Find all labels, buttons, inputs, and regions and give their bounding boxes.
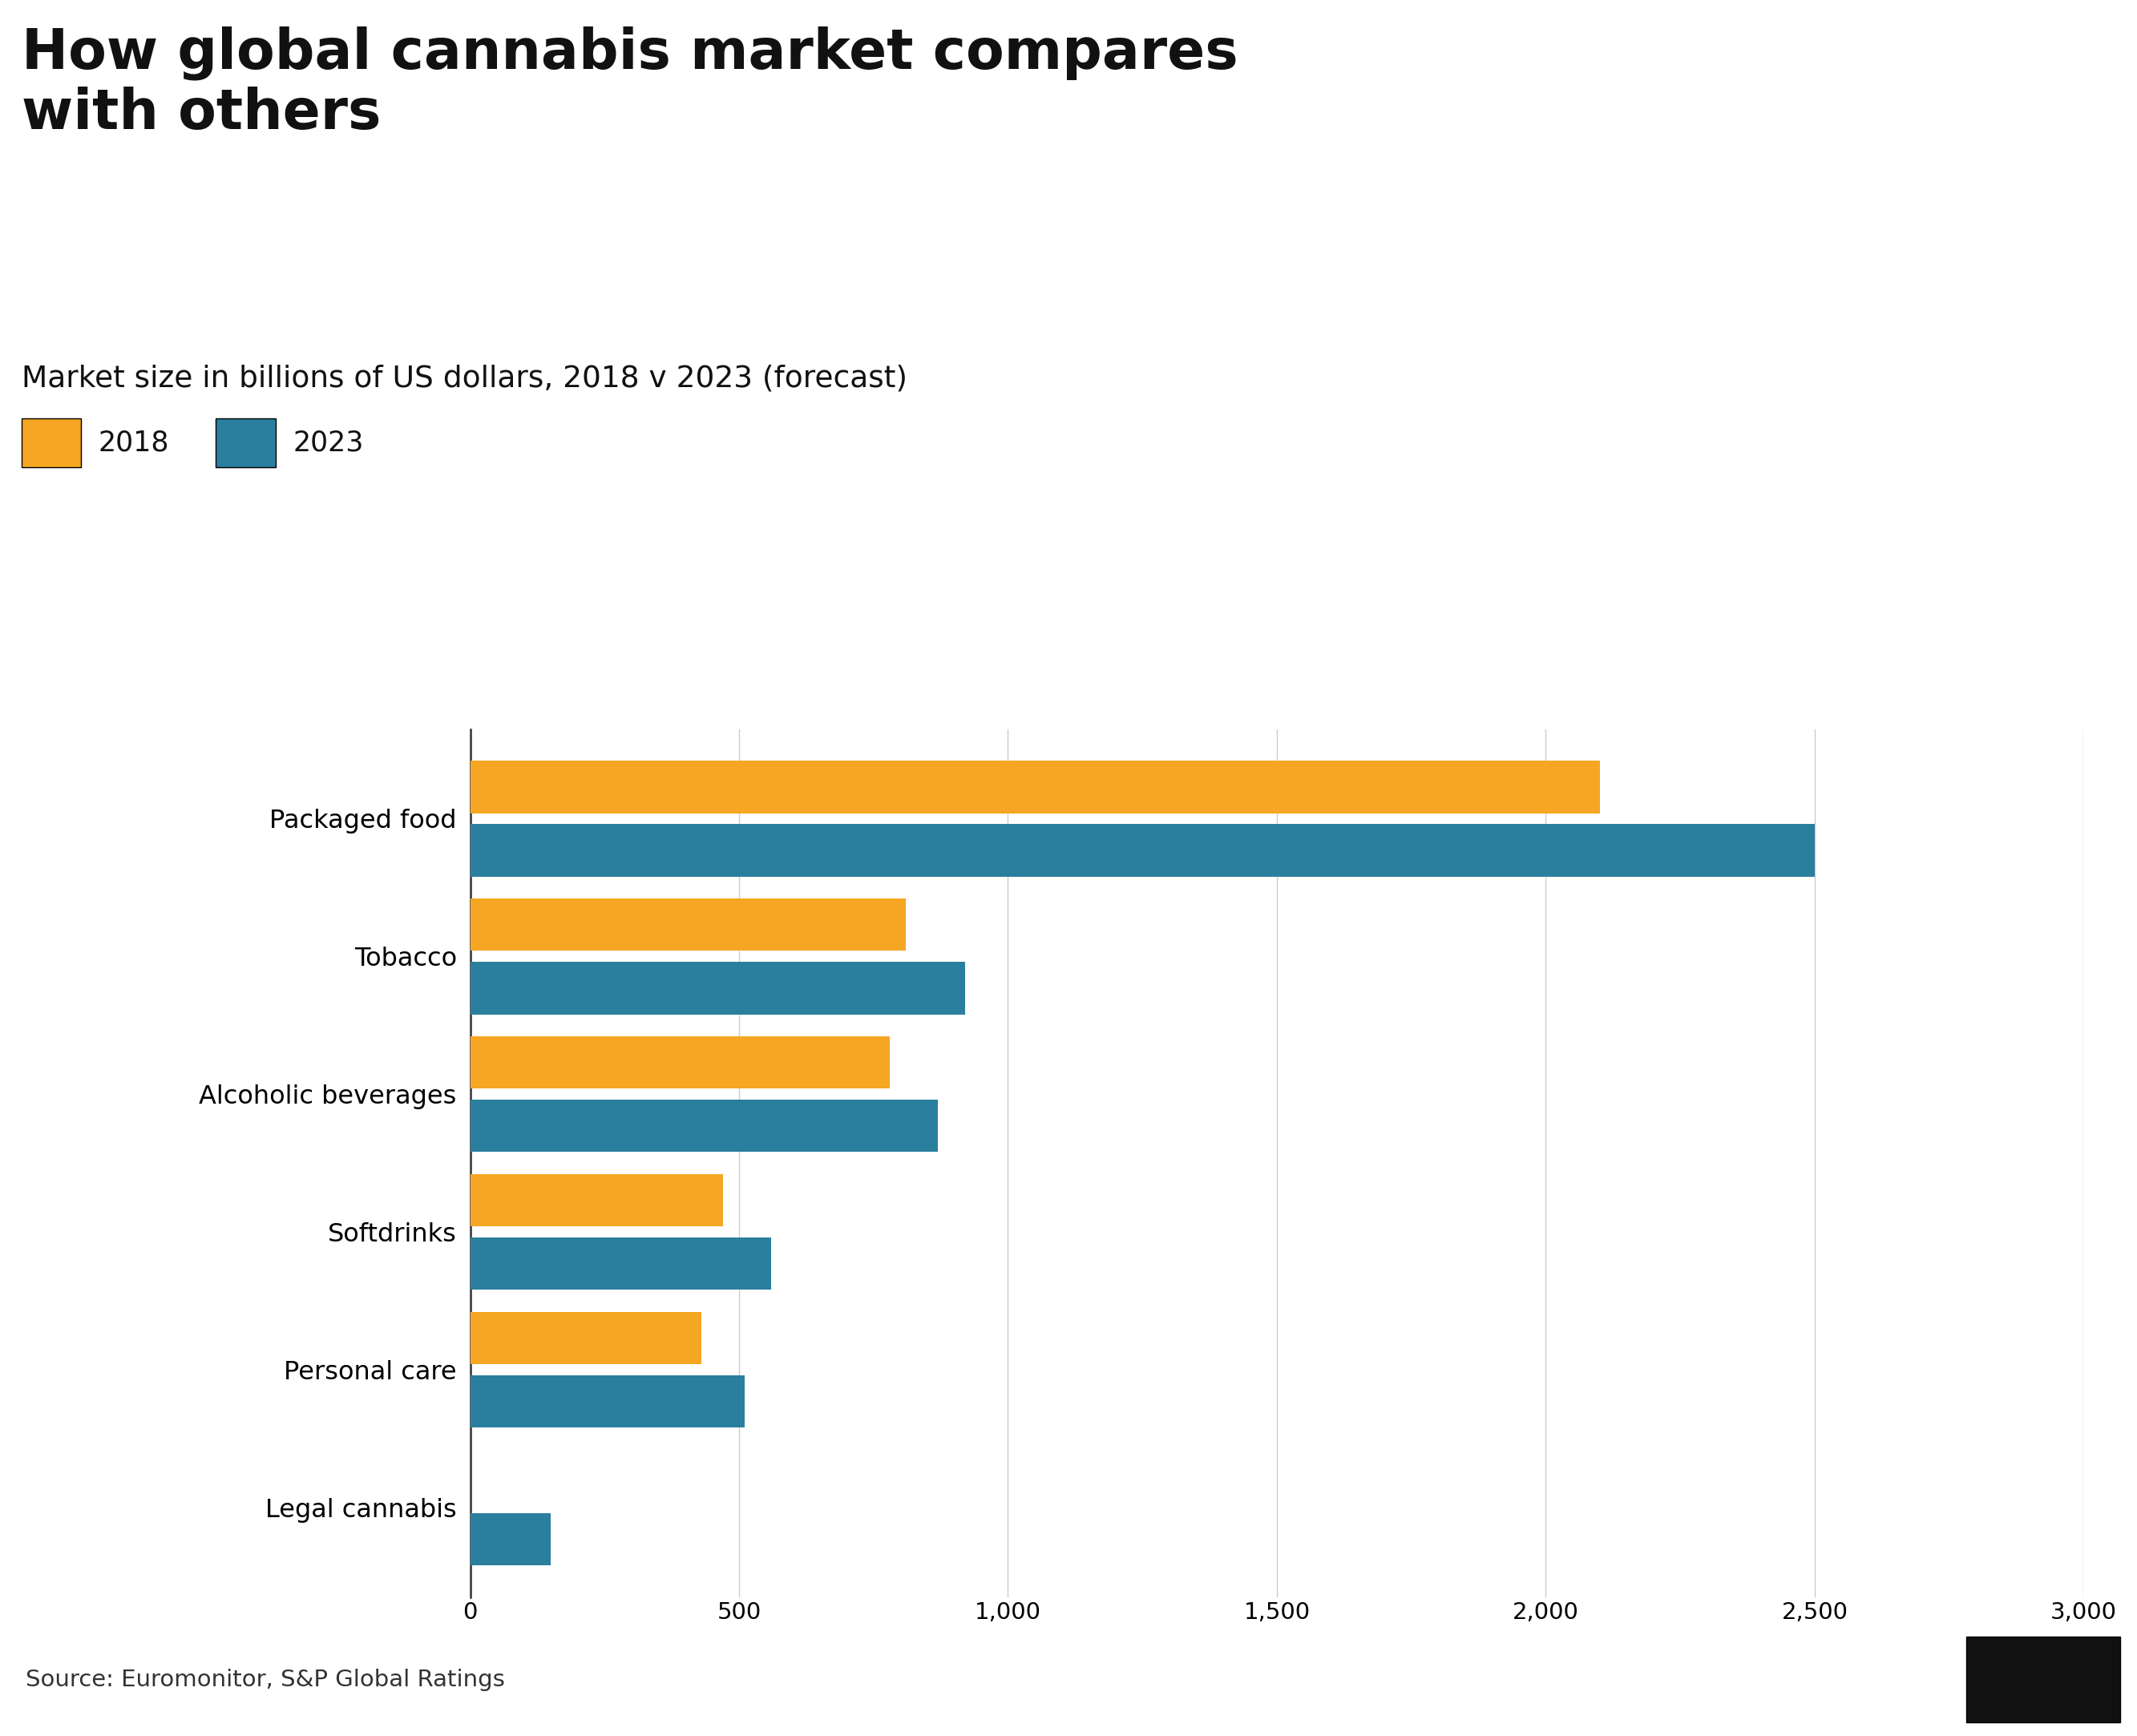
Bar	[470, 1375, 744, 1427]
Bar	[470, 1036, 889, 1088]
Bar	[470, 1238, 771, 1290]
Bar	[470, 825, 1814, 877]
FancyBboxPatch shape	[1966, 1637, 2120, 1722]
Bar	[470, 962, 966, 1014]
Bar	[470, 1174, 722, 1227]
Text: 2018: 2018	[98, 429, 169, 457]
Text: Source: Euromonitor, S&P Global Ratings: Source: Euromonitor, S&P Global Ratings	[26, 1668, 504, 1691]
Text: BBC: BBC	[2013, 1667, 2073, 1693]
Bar	[470, 1514, 551, 1566]
Bar	[470, 899, 906, 951]
Text: How global cannabis market compares
with others: How global cannabis market compares with…	[21, 26, 1237, 141]
Bar	[470, 760, 1598, 812]
Bar	[470, 1312, 701, 1364]
Bar	[470, 1099, 938, 1153]
Text: Market size in billions of US dollars, 2018 v 2023 (forecast): Market size in billions of US dollars, 2…	[21, 365, 906, 394]
Text: 2023: 2023	[293, 429, 363, 457]
